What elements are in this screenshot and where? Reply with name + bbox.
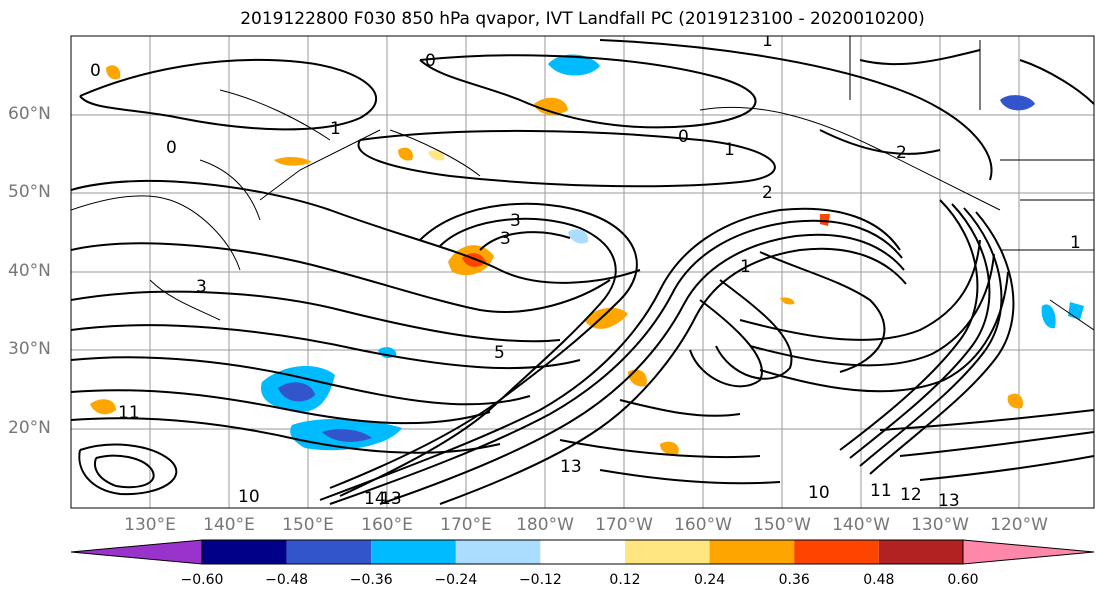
contour-label: 13 [380,489,402,509]
colorbar-tick-label: −0.24 [434,572,478,588]
lat-label: 40°N [8,261,51,281]
map-title: 2019122800 F030 850 hPa qvapor, IVT Land… [240,9,925,29]
colorbar-extend-high [962,539,1095,565]
contour-label: 1 [740,257,751,277]
colorbar [70,539,1095,565]
anomaly-patch-orange [534,97,568,115]
anomaly-patch-orange [1007,393,1023,409]
anomaly-patch-orange [780,297,795,305]
contour-label: 13 [560,457,582,477]
colorbar-frame [201,539,964,565]
colorbar-tick-label: 0.60 [947,572,979,588]
contour-lines [71,39,1094,505]
anomaly-patch-blue [568,229,589,244]
anomaly-patch-orange [90,399,116,415]
contour-label: 10 [238,487,260,507]
colorbar-tick-label: −0.60 [180,572,224,588]
contour-label: 0 [90,61,101,81]
anomaly-patch-blue [322,429,372,442]
anomaly-patch-orange [820,214,830,226]
contour-label: 12 [900,485,922,505]
contour-label-group: 0 0 0 0 1 1 1 1 1 2 2 3 3 3 5 10 10 11 1… [90,31,1081,511]
contour-label: 1 [724,140,735,160]
lon-label: 170°W [595,515,653,535]
colorbar-tick-label: −0.12 [518,572,562,588]
anomaly-patch-orange [106,65,121,80]
contour-label: 1 [762,31,773,51]
contour-label: 1 [1070,233,1081,253]
colorbar-tick-label: −0.36 [349,572,393,588]
lon-label: 150°E [282,515,334,535]
colorbar-tick-label: 0.36 [778,572,810,588]
contour-label: 0 [678,127,689,147]
lat-label: 30°N [8,339,51,359]
contour-label: 13 [938,491,960,511]
coastlines [71,36,1094,331]
colorbar-tick-label: −0.48 [265,572,309,588]
contour-label: 0 [425,51,436,71]
colorbar-segment [455,540,541,564]
lon-label: 120°W [990,515,1048,535]
lat-label: 50°N [8,182,51,202]
lat-label: 20°N [8,418,51,438]
anomaly-patch-blue [278,382,315,402]
colorbar-segment [878,540,964,564]
contour-label: 1 [330,119,341,139]
colorbar-extend-low [70,539,203,565]
lon-label: 170°E [440,515,492,535]
anomaly-patch-blue [1000,95,1035,111]
colorbar-tick-label: 0.24 [694,572,726,588]
colorbar-segment [709,540,795,564]
contour-label: 3 [510,211,521,231]
map-panel: 0 0 0 0 1 1 1 1 1 2 2 3 3 3 5 10 10 11 1… [71,31,1094,511]
map-frame [70,35,1095,509]
lon-label: 130°E [124,515,176,535]
lon-label: 140°E [203,515,255,535]
lon-label: 180°W [516,515,574,535]
contour-label: 11 [870,481,892,501]
lon-label: 140°W [832,515,890,535]
colorbar-segment [540,540,625,564]
lon-label: 160°E [361,515,413,535]
colorbar-tick-label: 0.48 [863,572,895,588]
colorbar-segment [371,540,456,564]
lat-label: 60°N [8,104,51,124]
colorbar-segment [202,540,287,564]
contour-label: 2 [896,143,907,163]
colorbar-segment [286,540,372,564]
contour-label: 11 [118,403,140,423]
colorbar-segment [794,540,879,564]
contour-label: 14 [364,489,386,509]
anomaly-patch-blue [1041,304,1056,329]
colorbar-tick-label: 0.12 [609,572,641,588]
anomaly-patch-orange [660,441,679,455]
lon-label: 150°W [753,515,811,535]
anomaly-patch-orange [428,150,445,161]
anomaly-patch-blue [548,54,600,76]
contour-label: 3 [196,277,207,297]
contour-label: 5 [494,343,505,363]
anomaly-patch-orange [274,156,312,166]
lon-label: 160°W [674,515,732,535]
contour-label: 3 [500,229,511,249]
contour-label: 10 [808,483,830,503]
anomaly-patch-orange [398,147,413,161]
contour-label: 2 [762,183,773,203]
colorbar-segment [625,540,710,564]
contour-label: 0 [166,138,177,158]
lon-label: 130°W [911,515,969,535]
